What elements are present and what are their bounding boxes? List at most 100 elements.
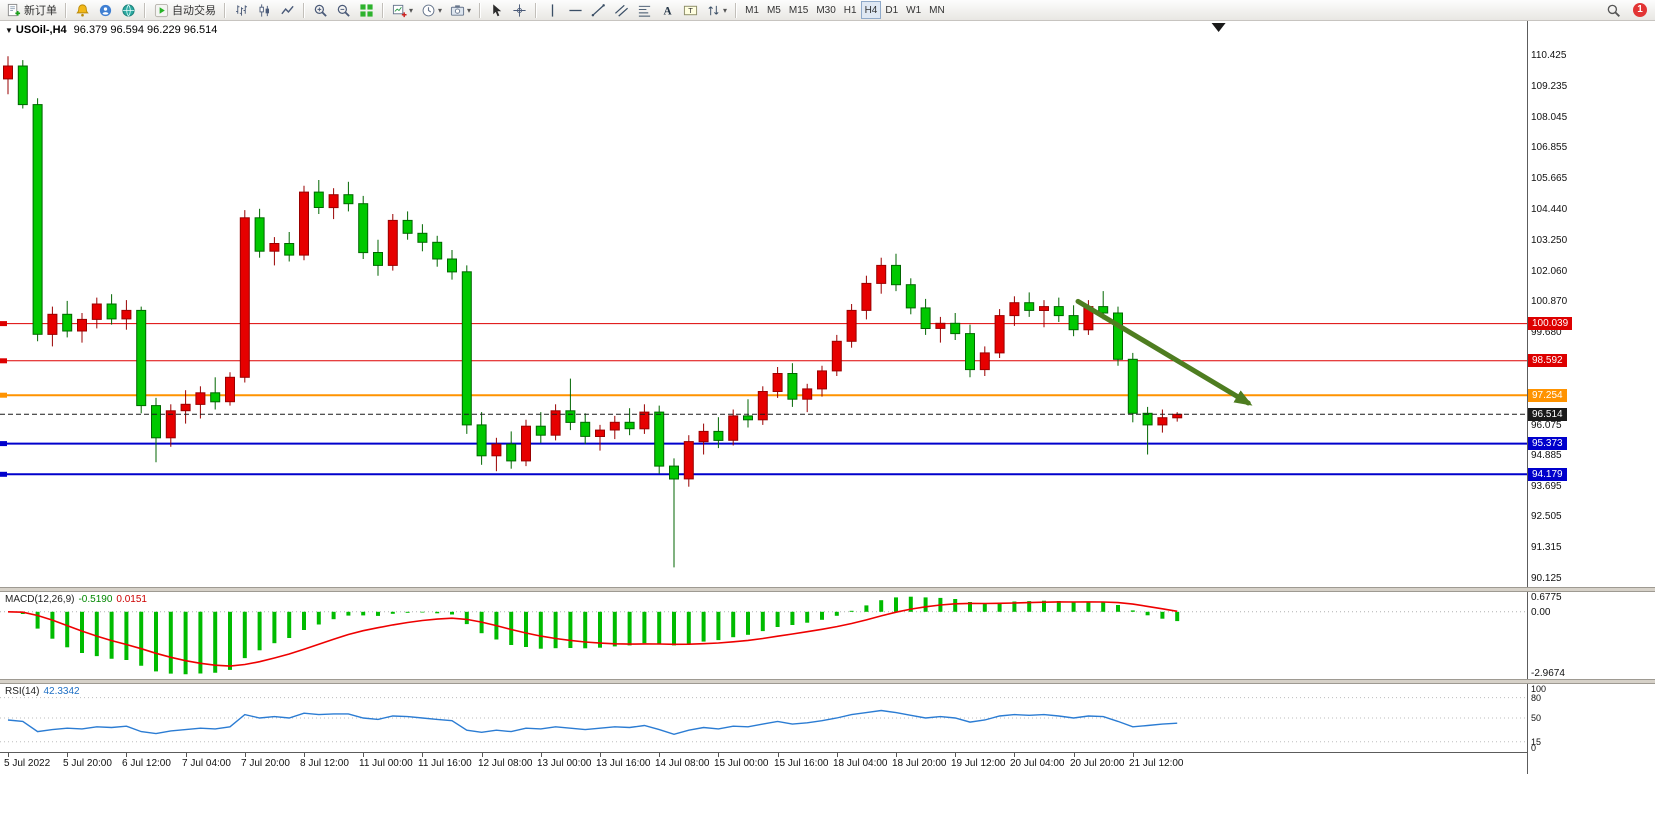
tile-windows-button[interactable]: [355, 1, 378, 19]
price-chart[interactable]: ▼ USOil-,H4 96.379 96.594 96.229 96.514: [0, 21, 1528, 587]
new-order-button[interactable]: 新订单: [2, 1, 61, 19]
macd-axis: 0.6775 0.00 -2.9674: [1528, 592, 1654, 679]
horizontal-line[interactable]: [0, 358, 1527, 364]
zoom-in-button[interactable]: [309, 1, 332, 19]
time-axis-label: 20 Jul 20:00: [1070, 758, 1125, 769]
cursor-icon: [489, 3, 504, 18]
cursor-button[interactable]: [485, 1, 508, 19]
horizontal-line[interactable]: [0, 471, 1527, 477]
one-click-trading-arrow-icon[interactable]: ▼: [5, 26, 13, 35]
zoom-out-button[interactable]: [332, 1, 355, 19]
rsi-value: 42.3342: [43, 686, 80, 697]
candlestick-chart-button[interactable]: [253, 1, 276, 19]
arrows-button[interactable]: ▾: [702, 1, 731, 19]
toolbar-separator: [303, 2, 305, 18]
rsi-panel[interactable]: RSI(14) 42.3342: [0, 684, 1528, 752]
rsi-splitter[interactable]: [0, 679, 1655, 684]
text-button[interactable]: A: [656, 1, 679, 19]
candlestick: [698, 423, 709, 455]
candlestick: [195, 386, 206, 419]
time-axis-label: 18 Jul 04:00: [833, 758, 888, 769]
tf-m15[interactable]: M15: [785, 1, 812, 19]
new-order-icon: [6, 3, 21, 18]
horizontal-line-button[interactable]: [564, 1, 587, 19]
trendline-icon: [591, 3, 606, 18]
dropdown-caret-icon: ▾: [409, 5, 414, 15]
vertical-line-button[interactable]: [541, 1, 564, 19]
bar-chart-button[interactable]: [230, 1, 253, 19]
candlestick: [1172, 412, 1183, 422]
tf-m5[interactable]: M5: [763, 1, 785, 19]
time-axis-label: 19 Jul 12:00: [951, 758, 1006, 769]
candlestick: [121, 300, 132, 330]
candlestick: [846, 304, 857, 348]
period-selector-button[interactable]: ▾: [417, 1, 446, 19]
line-handle[interactable]: [0, 471, 7, 477]
label-button[interactable]: T: [679, 1, 702, 19]
candlestick: [313, 180, 324, 214]
macd-axis-label: 0.6775: [1531, 592, 1562, 603]
text-icon: A: [660, 3, 675, 18]
chart-title: ▼ USOil-,H4 96.379 96.594 96.229 96.514: [5, 24, 217, 36]
chart-window: ▼ USOil-,H4 96.379 96.594 96.229 96.514 11…: [0, 21, 1655, 774]
line-handle[interactable]: [0, 441, 7, 447]
price-axis-label: 94.885: [1531, 450, 1562, 461]
price-line-badge: 98.592: [1528, 354, 1567, 367]
trend-arrow[interactable]: [1075, 298, 1253, 406]
time-axis[interactable]: 5 Jul 2022 5 Jul 20:00 6 Jul 12:00 7 Jul 04…: [0, 752, 1528, 774]
time-axis-label: 7 Jul 04:00: [182, 758, 231, 769]
tf-w1[interactable]: W1: [902, 1, 925, 19]
line-handle[interactable]: [0, 321, 7, 327]
candlestick: [506, 431, 517, 469]
candlestick: [225, 372, 235, 406]
crosshair-button[interactable]: [508, 1, 531, 19]
notification-badge[interactable]: 1: [1633, 3, 1647, 17]
alerts-button[interactable]: [71, 1, 94, 19]
channel-button[interactable]: [610, 1, 633, 19]
fibonacci-button[interactable]: [633, 1, 656, 19]
price-axis-label: 106.855: [1531, 142, 1568, 153]
horizontal-line[interactable]: [0, 441, 1527, 447]
candlestick: [447, 250, 457, 280]
autotrading-button[interactable]: 自动交易: [150, 1, 220, 19]
tf-mn[interactable]: MN: [925, 1, 949, 19]
line-chart-button[interactable]: [276, 1, 299, 19]
tf-m30[interactable]: M30: [812, 1, 839, 19]
candlestick: [1157, 409, 1168, 433]
community-button[interactable]: [94, 1, 117, 19]
candlestick: [639, 404, 650, 434]
tf-h1[interactable]: H1: [840, 1, 861, 19]
tf-m1[interactable]: M1: [741, 1, 763, 19]
line-handle[interactable]: [0, 392, 7, 398]
candlestick: [979, 346, 990, 376]
new-chart-button[interactable]: ▾: [388, 1, 417, 19]
toolbar-separator: [735, 2, 738, 18]
market-button[interactable]: [117, 1, 140, 19]
tf-d1[interactable]: D1: [881, 1, 902, 19]
candlestick: [757, 386, 768, 425]
trendline-button[interactable]: [587, 1, 610, 19]
search-button[interactable]: [1602, 1, 1625, 19]
toolbar-separator: [535, 2, 538, 18]
candlestick: [210, 377, 221, 410]
time-axis-label: 5 Jul 20:00: [63, 758, 112, 769]
chart-shift-marker-icon[interactable]: [1211, 23, 1226, 32]
candlestick: [787, 363, 798, 407]
toolbar-separator: [479, 2, 482, 18]
macd-panel[interactable]: MACD(12,26,9) -0.5190 0.0151: [0, 592, 1528, 679]
chart-add-icon: [392, 3, 407, 18]
line-handle[interactable]: [0, 358, 7, 364]
candlestick: [905, 278, 916, 315]
candlestick: [624, 408, 635, 436]
candlestick: [817, 365, 827, 397]
candlestick: [417, 224, 428, 252]
horizontal-line[interactable]: [0, 321, 1527, 327]
macd-splitter[interactable]: [0, 587, 1655, 592]
candlestick: [713, 417, 724, 449]
tf-m1-label: M1: [745, 4, 759, 16]
linechart-icon: [280, 3, 295, 18]
chart-snapshot-button[interactable]: ▾: [446, 1, 475, 19]
tf-h4[interactable]: H4: [860, 1, 882, 19]
time-tick: [600, 753, 601, 757]
